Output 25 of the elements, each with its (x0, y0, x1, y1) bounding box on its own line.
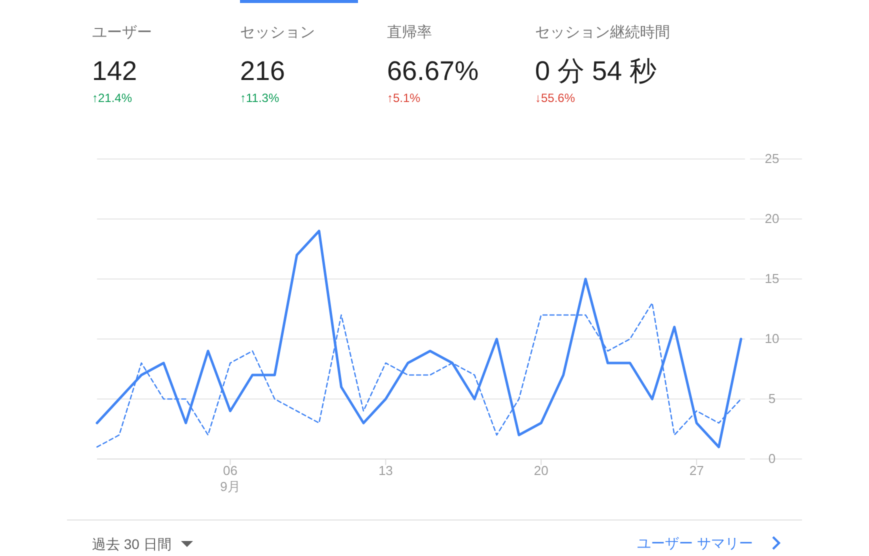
text: 0 分 54 秒 (535, 56, 657, 86)
x-tick-label: 13 (378, 463, 393, 478)
y-tick-label: 0 (768, 451, 776, 466)
line-series (96, 230, 742, 448)
y-tick-label: 15 (764, 271, 780, 286)
text: ユーザー サマリー (637, 535, 753, 551)
text: ユーザー (92, 24, 152, 41)
text: ↑21.4% (92, 91, 132, 105)
y-tick-label: 5 (768, 391, 776, 406)
y-tick-label: 25 (764, 151, 780, 166)
text: ↑11.3% (240, 91, 280, 105)
x-tick-label: 20 (534, 463, 548, 478)
y-tick-label: 20 (764, 211, 780, 226)
y-tick-label: 10 (764, 331, 780, 346)
text: セッション継続時間 (535, 24, 670, 41)
x-tick-label: 06 9月 (220, 463, 240, 494)
text: 142 (92, 56, 138, 86)
x-tick-label: 27 (689, 463, 704, 478)
text: 66.67% (387, 56, 479, 86)
text: ↓55.6% (535, 91, 576, 105)
text: ↑5.1% (387, 91, 421, 105)
text: セッション (240, 24, 315, 41)
text: 直帰率 (387, 24, 432, 41)
text: 216 (240, 56, 286, 86)
text: 過去 30 日間 (92, 536, 172, 552)
